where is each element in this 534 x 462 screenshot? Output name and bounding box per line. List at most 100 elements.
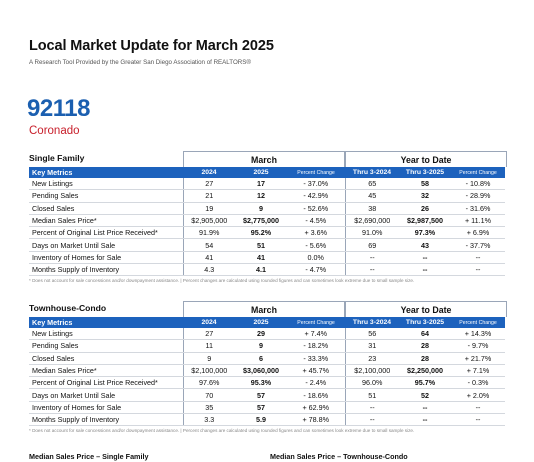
march-2024-value: 91.9% [182, 226, 235, 240]
march-2024-value: 4.3 [182, 263, 235, 277]
ytd-percent-change: - 10.8% [451, 178, 505, 191]
ytd-2025-value: 52 [399, 388, 451, 402]
march-2025-value: 57 [235, 401, 287, 415]
ytd-2025-value: 64 [399, 328, 451, 341]
ytd-percent-change: + 14.3% [451, 328, 505, 341]
march-percent-change: - 18.6% [287, 388, 346, 402]
march-2024-value: 3.3 [182, 413, 235, 427]
march-2024-value: 41 [182, 251, 235, 265]
metric-label: Median Sales Price* [29, 214, 183, 228]
group-month: March [183, 151, 345, 167]
march-percent-change: - 52.6% [287, 202, 346, 215]
ytd-2024-value: 38 [345, 202, 399, 215]
group-ytd: Year to Date [345, 151, 507, 167]
march-percent-change: + 45.7% [287, 364, 346, 378]
ytd-2024-value: -- [345, 413, 399, 427]
ytd-percent-change: - 31.6% [451, 202, 505, 215]
march-percent-change: - 37.0% [287, 178, 346, 191]
table-row: Percent of Original List Price Received*… [29, 226, 505, 240]
metric-label: Days on Market Until Sale [29, 238, 183, 252]
ytd-2024-value: -- [345, 401, 399, 415]
section-header: Single Family March Year to Date [29, 151, 507, 167]
report-subtitle: A Research Tool Provided by the Greater … [29, 59, 251, 66]
march-percent-change: + 3.6% [287, 226, 346, 240]
march-percent-change: + 78.8% [287, 413, 346, 427]
ytd-2025-value: 26 [399, 202, 451, 215]
march-2025-value: 12 [235, 189, 287, 203]
march-2025-value: 29 [235, 328, 287, 341]
city-name: Coronado [29, 125, 80, 137]
march-2025-value: 95.3% [235, 376, 287, 390]
metrics-table: Key Metrics 2024 2025 Percent Change Thr… [29, 317, 505, 427]
march-percent-change: - 33.3% [287, 352, 346, 365]
group-ytd: Year to Date [345, 301, 507, 317]
ytd-percent-change: + 21.7% [451, 352, 505, 365]
ytd-percent-change: + 11.1% [451, 214, 505, 228]
col-2024: 2024 [183, 167, 235, 178]
march-2024-value: 19 [182, 202, 235, 215]
metric-label: Closed Sales [29, 352, 183, 365]
march-2024-value: 35 [182, 401, 235, 415]
ytd-percent-change: -- [451, 251, 505, 265]
march-2024-value: $2,100,000 [182, 364, 235, 378]
march-percent-change: - 18.2% [287, 339, 346, 353]
march-2025-value: 95.2% [235, 226, 287, 240]
ytd-percent-change: + 2.0% [451, 388, 505, 402]
ytd-2024-value: 65 [345, 178, 399, 191]
march-2024-value: 11 [182, 339, 235, 353]
ytd-2025-value: 95.7% [399, 376, 451, 390]
table-row: Months Supply of Inventory 4.3 4.1- 4.7% --… [29, 263, 505, 277]
metric-label: Inventory of Homes for Sale [29, 401, 183, 415]
single-family-section: Single Family March Year to Date Key Met… [29, 151, 507, 283]
table-row: Inventory of Homes for Sale 41 41 0.0% -- -- -… [29, 251, 505, 265]
march-2025-value: 51 [235, 238, 287, 252]
footnote: * Does not account for sale concessions … [29, 428, 415, 434]
report-title: Local Market Update for March 2025 [29, 38, 274, 54]
ytd-2024-value: 23 [345, 352, 399, 365]
metric-label: Months Supply of Inventory [29, 263, 183, 277]
ytd-2024-value: 96.0% [345, 376, 399, 390]
march-2024-value: 27 [182, 328, 235, 341]
march-2025-value: 41 [235, 251, 287, 265]
march-2024-value: $2,905,000 [182, 214, 235, 228]
metric-label: Months Supply of Inventory [29, 413, 183, 427]
ytd-percent-change: - 28.9% [451, 189, 505, 203]
ytd-2024-value: -- [345, 263, 399, 277]
col-thru-2025: Thru 3-2025 [399, 167, 451, 178]
march-percent-change: - 42.9% [287, 189, 346, 203]
ytd-2025-value: -- [399, 413, 451, 427]
townhouse-condo-section: Townhouse-Condo March Year to Date Key M… [29, 301, 507, 434]
metric-label: Pending Sales [29, 339, 183, 353]
ytd-percent-change: -- [451, 413, 505, 427]
ytd-2025-value: 32 [399, 189, 451, 203]
march-2025-value: 9 [235, 339, 287, 353]
march-2025-value: 6 [235, 352, 287, 365]
march-percent-change: - 2.4% [287, 376, 346, 390]
col-thru-2025: Thru 3-2025 [399, 317, 451, 328]
ytd-2025-value: 28 [399, 352, 451, 365]
metric-label: Closed Sales [29, 202, 183, 215]
metric-label: Inventory of Homes for Sale [29, 251, 183, 265]
ytd-2024-value: 45 [345, 189, 399, 203]
march-percent-change: - 4.7% [287, 263, 346, 277]
metric-label: Pending Sales [29, 189, 183, 203]
table-row: Percent of Original List Price Received*… [29, 376, 505, 390]
ytd-2025-value: $2,987,500 [399, 214, 451, 228]
ytd-percent-change: + 6.9% [451, 226, 505, 240]
march-2024-value: 97.6% [182, 376, 235, 390]
march-2025-value: $2,775,000 [235, 214, 287, 228]
col-2025: 2025 [235, 317, 287, 328]
metric-label: Percent of Original List Price Received* [29, 376, 183, 390]
march-2025-value: $3,060,000 [235, 364, 287, 378]
table-row: Closed Sales 19 9- 52.6% 38 26- 31.6% [29, 202, 505, 215]
march-percent-change: 0.0% [287, 251, 346, 265]
table-row: Days on Market Until Sale 70 57- 18.6% 51 52… [29, 388, 505, 402]
ytd-percent-change: -- [451, 401, 505, 415]
ytd-2025-value: -- [399, 401, 451, 415]
ytd-2024-value: $2,100,000 [345, 364, 399, 378]
table-row: New Listings 27 17- 37.0% 65 58- 10.8% [29, 178, 505, 191]
ytd-percent-change: -- [451, 263, 505, 277]
ytd-2025-value: 28 [399, 339, 451, 353]
ytd-2025-value: -- [399, 251, 451, 265]
march-2024-value: 54 [182, 238, 235, 252]
